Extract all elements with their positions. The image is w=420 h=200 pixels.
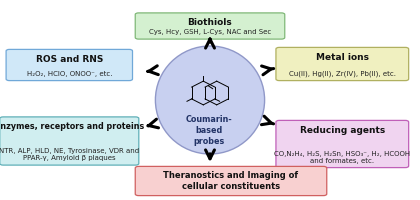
Text: Cu(II), Hg(II), Zr(IV), Pb(II), etc.: Cu(II), Hg(II), Zr(IV), Pb(II), etc. [289, 70, 396, 77]
Text: ROS and RNS: ROS and RNS [36, 55, 103, 64]
Text: Reducing agents: Reducing agents [300, 126, 385, 135]
Text: Metal ions: Metal ions [316, 53, 369, 62]
FancyBboxPatch shape [276, 120, 409, 168]
Text: Theranostics and Imaging of
cellular constituents: Theranostics and Imaging of cellular con… [163, 171, 299, 191]
Text: H₂O₂, HClO, ONOO⁻, etc.: H₂O₂, HClO, ONOO⁻, etc. [26, 71, 112, 77]
FancyBboxPatch shape [135, 166, 327, 196]
Text: Coumarin-
based
probes: Coumarin- based probes [186, 115, 233, 146]
Text: NTR, ALP, HLD, NE, Tyrosinase, VDR and
PPAR-γ, Amyloid β plaques: NTR, ALP, HLD, NE, Tyrosinase, VDR and P… [0, 148, 139, 161]
FancyBboxPatch shape [6, 49, 133, 81]
FancyBboxPatch shape [0, 117, 139, 165]
Text: Biothiols: Biothiols [188, 18, 232, 27]
Text: Enzymes, receptors and proteins: Enzymes, receptors and proteins [0, 122, 144, 131]
Text: Cys, Hcy, GSH, L-Cys, NAC and Sec: Cys, Hcy, GSH, L-Cys, NAC and Sec [149, 29, 271, 35]
Text: CO,N₂H₄, H₂S, H₂Sn, HSO₃⁻, H₂, HCOOH
and formates, etc.: CO,N₂H₄, H₂S, H₂Sn, HSO₃⁻, H₂, HCOOH and… [274, 151, 410, 164]
FancyBboxPatch shape [276, 47, 409, 81]
Ellipse shape [155, 46, 265, 154]
FancyBboxPatch shape [135, 13, 285, 39]
